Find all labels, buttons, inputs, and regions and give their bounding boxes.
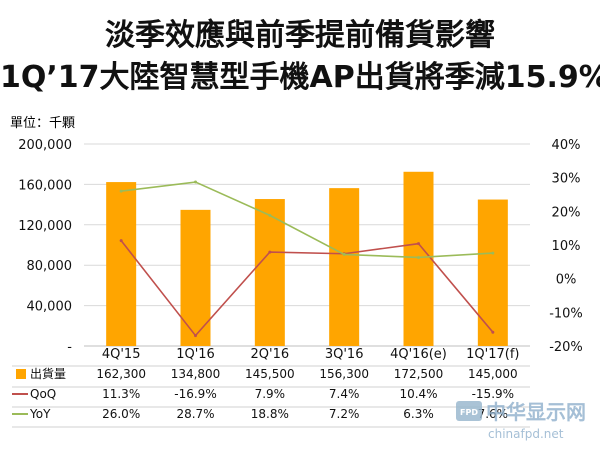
data-label: 7.6%	[478, 407, 509, 421]
data-label: 28.7%	[176, 407, 214, 421]
qoq-line-point	[194, 334, 197, 338]
watermark-text-en: chinafpd.net	[488, 427, 564, 441]
chart-title-line-1: 淡季效應與前季提前備貨影響	[105, 18, 495, 53]
data-label: 145,500	[245, 367, 295, 381]
right-axis-tick-label: 10%	[552, 239, 581, 254]
yoy-line-point	[342, 252, 346, 256]
data-label: 6.3%	[403, 407, 434, 421]
yoy-line-point	[417, 255, 420, 259]
category-label: 1Q'17(f)	[466, 347, 519, 362]
data-label: 26.0%	[102, 407, 140, 421]
left-axis-tick-label: 120,000	[18, 219, 72, 234]
right-axis-tick-label: -10%	[549, 306, 583, 321]
bar	[477, 199, 508, 346]
watermark-badge: FPD	[460, 408, 478, 417]
qoq-line-point	[491, 330, 495, 334]
bar	[329, 188, 360, 346]
legend-key-shipments	[16, 369, 26, 379]
data-label: 7.4%	[329, 387, 360, 401]
left-axis-tick-label: 200,000	[18, 138, 72, 153]
qoq-line-point	[417, 242, 420, 246]
legend-label: QoQ	[30, 387, 56, 401]
data-label: 10.4%	[399, 387, 437, 401]
left-axis-tick-label: 160,000	[18, 178, 72, 193]
bar	[254, 199, 285, 346]
yoy-line-point	[119, 189, 123, 193]
chart-title-line-2: 1Q’17大陸智慧型手機AP出貨將季減15.9%	[0, 60, 600, 95]
legend-label: YoY	[29, 407, 51, 421]
data-label: 172,500	[394, 367, 444, 381]
category-label: 1Q'16	[176, 347, 215, 362]
legend-label: 出貨量	[30, 366, 66, 381]
qoq-line	[120, 240, 494, 337]
data-label: 162,300	[96, 367, 146, 381]
yoy-line-point	[268, 213, 272, 217]
data-label: -16.9%	[174, 387, 216, 401]
right-axis-tick-label: 40%	[552, 138, 581, 153]
right-axis-tick-label: -20%	[549, 340, 583, 355]
data-label: 7.9%	[255, 387, 286, 401]
yoy-line-point	[491, 251, 495, 255]
category-label: 3Q'16	[325, 347, 364, 362]
right-axis-tick-label: 20%	[552, 205, 581, 220]
yoy-line-point	[194, 180, 197, 184]
data-label: 11.3%	[102, 387, 140, 401]
left-axis-tick-label: 80,000	[27, 259, 73, 274]
unit-label: 單位：千顆	[10, 116, 76, 131]
right-axis-tick-label: 0%	[556, 273, 577, 288]
qoq-line-point	[268, 250, 272, 254]
right-axis-tick-label: 30%	[552, 172, 581, 187]
data-label: -15.9%	[472, 387, 514, 401]
bar	[106, 182, 137, 346]
yoy-line	[121, 181, 493, 259]
category-label: 4Q'16(e)	[390, 347, 447, 362]
bar	[180, 209, 211, 346]
data-label: 18.8%	[251, 407, 289, 421]
qoq-line-point	[119, 239, 123, 243]
watermark-text-cn: 中华显示网	[486, 400, 586, 424]
category-label: 4Q'15	[102, 347, 141, 362]
left-axis-tick-label: 40,000	[27, 300, 73, 315]
data-label: 156,300	[319, 367, 369, 381]
left-axis-tick-label: -	[67, 340, 72, 355]
data-label: 145,000	[468, 367, 518, 381]
data-label: 134,800	[171, 367, 221, 381]
data-label: 7.2%	[329, 407, 360, 421]
category-label: 2Q'16	[251, 347, 290, 362]
watermark-logo-icon	[456, 401, 482, 421]
